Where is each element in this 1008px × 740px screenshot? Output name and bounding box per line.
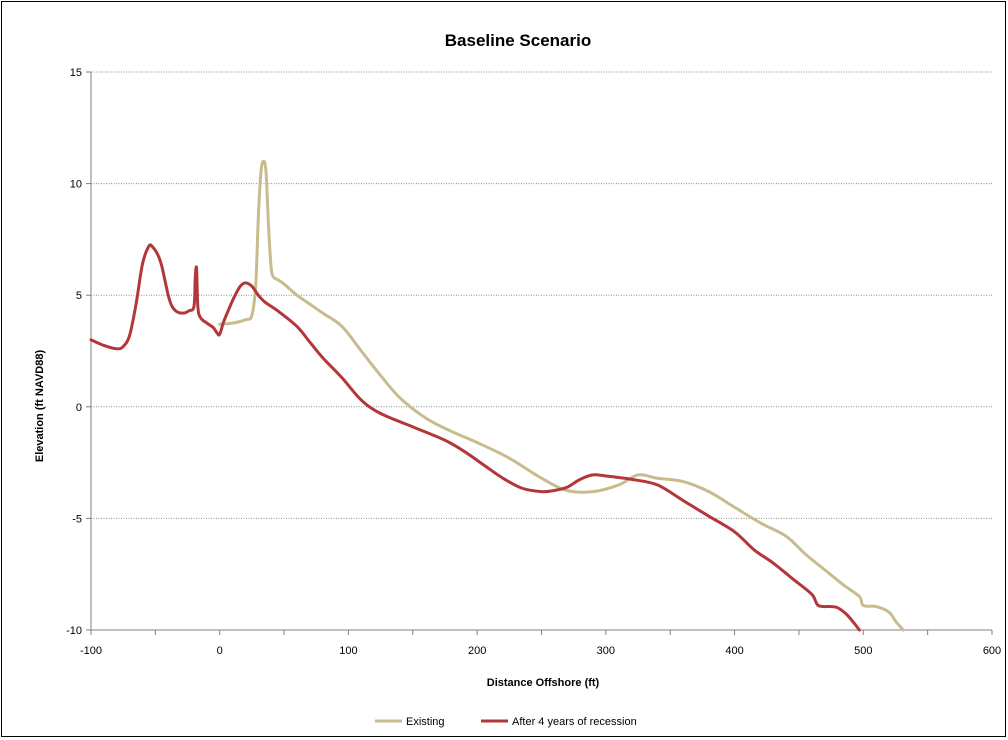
y-axis-title: Elevation (ft NAVD88): [34, 350, 46, 463]
x-axis-title: Distance Offshore (ft): [487, 677, 600, 689]
y-tick-label: 0: [76, 402, 82, 414]
y-tick-label: 5: [76, 290, 82, 302]
axes: [86, 71, 993, 635]
x-tick-label: 300: [597, 645, 615, 657]
x-tick-label: 100: [339, 645, 357, 657]
x-tick-label: 400: [725, 645, 743, 657]
y-tick-label: 15: [70, 67, 82, 79]
legend-label: After 4 years of recession: [512, 716, 637, 728]
y-tick-labels: -10 -5 0 5 10 15: [66, 67, 82, 637]
y-tick-label: 10: [70, 179, 82, 191]
x-tick-label: 0: [217, 645, 223, 657]
series-line-1: [218, 159, 905, 632]
x-tick-label: 500: [854, 645, 872, 657]
x-tick-label: 200: [468, 645, 486, 657]
series-lines: [89, 159, 905, 632]
gridlines: [91, 71, 992, 519]
y-tick-label: -5: [72, 513, 82, 525]
chart-title: Baseline Scenario: [445, 31, 591, 50]
legend: Existing After 4 years of recession: [375, 716, 637, 728]
series-line-2: [89, 243, 861, 632]
x-tick-label: 600: [983, 645, 1001, 657]
y-tick-label: -10: [66, 625, 82, 637]
x-tick-labels: -100 0 100 200 300 400 500 600: [80, 645, 1001, 657]
x-tick-label: -100: [80, 645, 102, 657]
legend-label: Existing: [406, 716, 445, 728]
